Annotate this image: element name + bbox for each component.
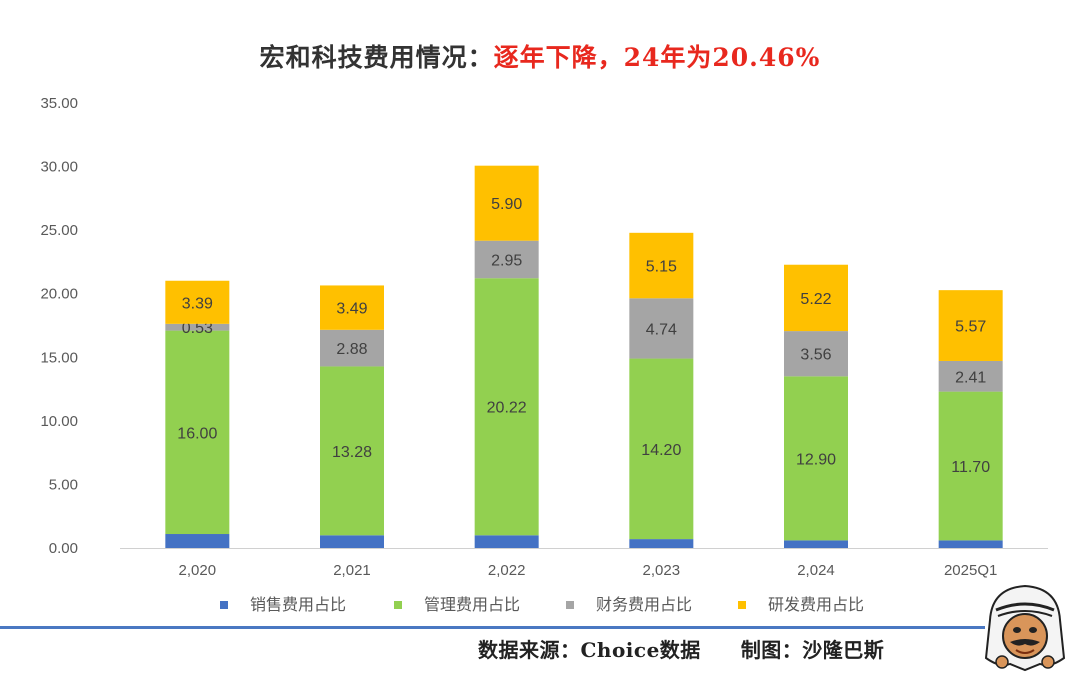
data-label: 5.22 (800, 291, 831, 308)
bar-segment (165, 534, 230, 548)
y-tick-label: 30.00 (40, 159, 78, 176)
legend-swatch (738, 601, 746, 609)
legend-label: 管理费用占比 (424, 595, 520, 614)
x-tick-label: 2025Q1 (944, 562, 997, 579)
bar-segment (320, 329, 384, 367)
y-tick-label: 35.00 (40, 95, 78, 112)
legend-label: 财务费用占比 (596, 595, 692, 614)
chart-author: 制图：沙隆巴斯 (740, 638, 885, 662)
data-label: 2.95 (491, 252, 522, 269)
bar-segment (474, 535, 539, 548)
bar-segment (784, 264, 848, 332)
bar-segment (629, 358, 694, 540)
legend-swatch (566, 601, 574, 609)
data-label: 16.00 (177, 425, 217, 442)
bar-segment (165, 330, 230, 535)
chart-title: 宏和科技费用情况：逐年下降，24年为20.46% (0, 38, 1080, 74)
data-label: 4.74 (646, 321, 677, 338)
data-label: 3.49 (336, 301, 367, 318)
mascot-logo (984, 584, 1066, 672)
footer-credits: 数据来源：Choice数据 制图：沙隆巴斯 (478, 634, 884, 663)
bar-segment (938, 540, 1003, 548)
bar-segment (938, 360, 1003, 392)
legend-swatch (220, 601, 228, 609)
y-tick-label: 15.00 (40, 349, 78, 366)
bar-segment (165, 280, 230, 324)
data-label: 11.70 (951, 459, 990, 476)
bar-segment (474, 278, 539, 536)
data-label: 12.90 (796, 451, 836, 468)
bar-segment (784, 331, 848, 377)
bar-segment (474, 165, 539, 241)
legend-label: 销售费用占比 (250, 595, 346, 614)
x-tick-label: 2,021 (333, 562, 371, 579)
bar-segment (320, 285, 384, 330)
x-tick-label: 2,023 (643, 562, 681, 579)
x-tick-label: 2,020 (179, 562, 217, 579)
bar-segment (784, 376, 848, 541)
data-source: 数据来源：Choice数据 (478, 638, 701, 662)
bar-segment (784, 540, 848, 548)
footer-divider (0, 626, 985, 629)
y-tick-label: 20.00 (40, 286, 78, 303)
bar-segment (629, 298, 694, 359)
data-label: 0.53 (182, 320, 213, 337)
stacked-bar-chart: 0.00 5.00 10.00 15.00 20.00 25.00 30.00 35.00 16… (40, 95, 1048, 614)
data-label: 14.20 (641, 442, 681, 459)
data-label: 2.41 (955, 369, 986, 386)
legend-swatch (394, 601, 402, 609)
data-label: 3.56 (800, 347, 831, 364)
bar-segment (938, 391, 1003, 541)
bar-segment (165, 323, 230, 331)
title-main: 宏和科技费用情况： (259, 43, 494, 72)
bar-segment (629, 232, 694, 299)
data-label: 5.90 (491, 196, 522, 213)
y-tick-label: 10.00 (40, 413, 78, 430)
data-label: 5.57 (955, 319, 986, 336)
bar-segment (320, 366, 384, 536)
bar-segment (320, 535, 384, 548)
y-tick-label: 5.00 (49, 476, 78, 493)
legend-label: 研发费用占比 (768, 595, 864, 614)
title-highlight: 逐年下降，24年为20.46% (493, 43, 821, 72)
bar-segment (629, 539, 694, 548)
x-tick-label: 2,022 (488, 562, 526, 579)
data-label: 5.15 (646, 259, 677, 276)
bar-segment (938, 290, 1003, 361)
x-tick-label: 2,024 (797, 562, 835, 579)
data-label: 2.88 (336, 341, 367, 358)
y-tick-label: 0.00 (49, 540, 78, 557)
data-label: 20.22 (487, 400, 527, 417)
y-tick-label: 25.00 (40, 222, 78, 239)
data-label: 13.28 (332, 444, 372, 461)
bar-segment (474, 240, 539, 279)
data-label: 3.39 (182, 295, 213, 312)
